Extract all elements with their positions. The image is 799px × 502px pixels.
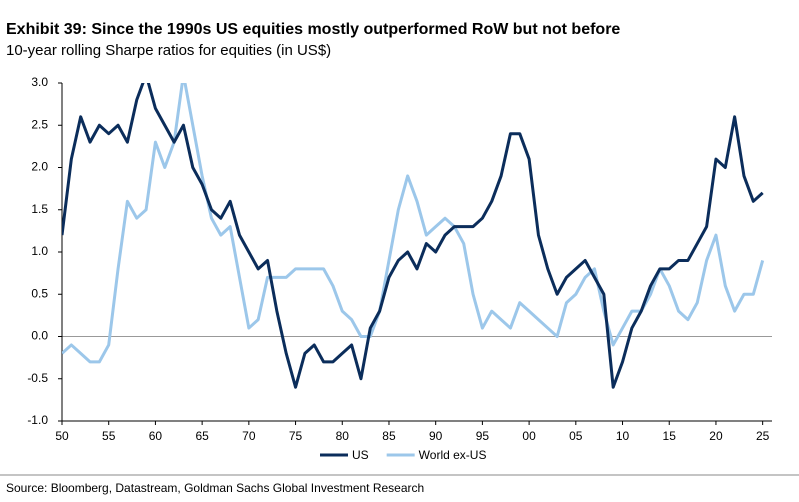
x-tick-label: 25 [756,429,770,443]
y-tick-label: -0.5 [27,371,48,385]
x-tick-label: 85 [382,429,396,443]
series-line [62,83,765,364]
x-tick-label: 05 [569,429,583,443]
chart-subtitle: 10-year rolling Sharpe ratios for equiti… [6,42,331,59]
x-tick-label: 65 [195,429,209,443]
chart-title: Exhibit 39: Since the 1990s US equities … [6,21,620,38]
source: Source: Bloomberg, Datastream, Goldman S… [6,481,424,495]
x-tick-label: 55 [102,429,116,443]
legend-label: US [352,448,369,462]
series-line [62,83,764,389]
x-tick-label: 60 [149,429,163,443]
x-tick-label: 75 [289,429,303,443]
legend-label: World ex-US [419,448,487,462]
x-tick-label: 90 [429,429,443,443]
y-tick-label: 2.5 [31,117,48,131]
y-tick-label: 0.0 [31,329,48,343]
x-tick-label: 20 [709,429,723,443]
y-tick-label: 1.5 [31,202,48,216]
y-tick-label: 3.0 [31,75,48,89]
x-tick-label: 00 [522,429,536,443]
y-tick-label: 0.5 [31,286,48,300]
x-tick-label: 95 [476,429,490,443]
plot-area [62,83,765,389]
x-tick-label: 50 [55,429,69,443]
x-tick-label: 10 [616,429,630,443]
y-tick-label: 2.0 [31,160,48,174]
x-tick-label: 80 [336,429,350,443]
y-tick-label: -1.0 [27,413,48,427]
x-tick-label: 70 [242,429,256,443]
y-tick-label: 1.0 [31,244,48,258]
x-tick-label: 15 [663,429,677,443]
